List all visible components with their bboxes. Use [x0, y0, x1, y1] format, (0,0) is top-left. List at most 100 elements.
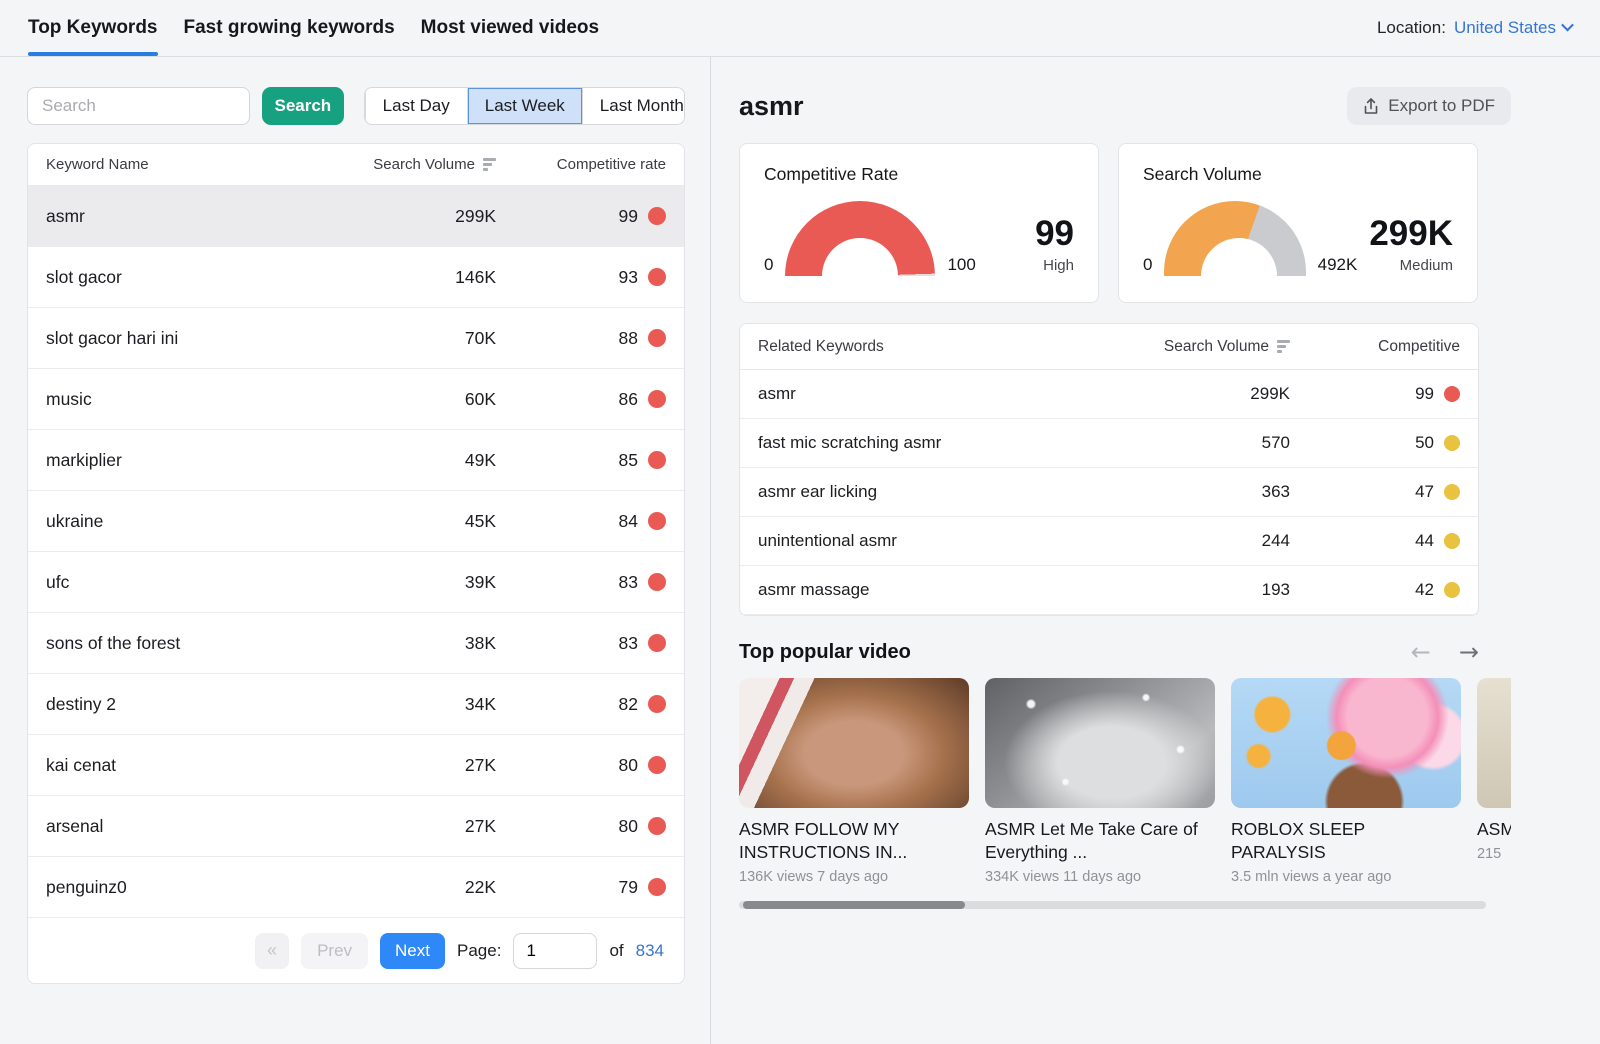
video-views: 3.5 mln views a year ago: [1231, 869, 1392, 885]
related-keyword-row[interactable]: asmr 299K 99: [740, 370, 1478, 419]
location-value[interactable]: United States: [1454, 18, 1574, 38]
table-header: Related Keywords Search Volume Competiti…: [740, 324, 1478, 370]
video-title: ASMR FOLLOW MY INSTRUCTIONS IN...: [739, 819, 908, 862]
top-popular-video-heading: Top popular video: [739, 640, 911, 663]
competitive-rate-dot: [1444, 435, 1460, 451]
search-volume-card: Search Volume 0 492K 299K Medium: [1118, 143, 1478, 303]
related-keyword-row[interactable]: asmr ear licking 363 47: [740, 468, 1478, 517]
top-keywords-table: Keyword Name Search Volume Competitive r…: [27, 143, 685, 984]
keyword-row[interactable]: kai cenat 27K 80: [28, 735, 684, 796]
related-keyword-row[interactable]: unintentional asmr 244 44: [740, 517, 1478, 566]
keyword-row[interactable]: slot gacor hari ini 70K 88: [28, 308, 684, 369]
video-thumbnail[interactable]: [985, 678, 1215, 808]
page-label: Page:: [457, 940, 502, 960]
competitive-rate-dot: [648, 634, 666, 652]
date-range-option[interactable]: Last Month: [581, 88, 684, 124]
first-page-button[interactable]: «: [255, 932, 290, 969]
location-label: Location:: [1376, 18, 1446, 37]
competitive-rate-dot: [648, 756, 666, 774]
gauge-min-label: 0: [764, 255, 774, 274]
date-range-option[interactable]: Last Day: [364, 88, 467, 124]
col-related-keywords: Related Keywords: [758, 337, 884, 355]
search-input[interactable]: [27, 87, 250, 125]
video-card[interactable]: ASMR FOLLOW MY INSTRUCTIONS IN... 136K v…: [739, 678, 969, 885]
date-range-segmented-control: Last Day Last Week Last Month: [363, 87, 685, 125]
carousel-scrollbar-thumb[interactable]: [743, 901, 965, 909]
gauge-min-label: 0: [1143, 255, 1153, 274]
keyword-detail-panel: asmr Export to PDF Competitive Rate 0 10…: [711, 57, 1600, 1044]
date-range-option[interactable]: Last Week: [466, 88, 582, 124]
video-views: 136K views 7 days ago: [739, 869, 889, 885]
video-card[interactable]: ASMR Let Me Take Care of Everything ... …: [985, 678, 1215, 885]
competitive-rate-dot: [648, 817, 666, 835]
video-thumbnail[interactable]: [1231, 678, 1461, 808]
carousel-scrollbar-track[interactable]: [739, 901, 1486, 909]
video-card[interactable]: ROBLOX SLEEP PARALYSIS 3.5 mln views a y…: [1231, 678, 1461, 885]
table-header: Keyword Name Search Volume Competitive r…: [28, 144, 684, 186]
competitive-rate-dot: [648, 268, 666, 286]
keyword-row[interactable]: asmr 299K 99: [28, 186, 684, 247]
keyword-row[interactable]: sons of the forest 38K 83: [28, 613, 684, 674]
competitive-rate-dot: [1444, 582, 1460, 598]
search-volume-gauge: [1164, 201, 1306, 276]
related-keyword-row[interactable]: asmr massage 193 42: [740, 566, 1478, 615]
page-number-input[interactable]: [513, 932, 598, 969]
col-search-volume: Search Volume: [1163, 337, 1269, 355]
competitive-rate-dot: [1444, 386, 1460, 402]
location-selector: Location: United States: [1376, 0, 1574, 56]
gauge-title: Competitive Rate: [764, 164, 899, 184]
competitive-rate-gauge: [785, 201, 936, 276]
competitive-rate-dot: [648, 329, 666, 347]
video-thumbnail[interactable]: [739, 678, 969, 808]
keyword-row[interactable]: destiny 2 34K 82: [28, 674, 684, 735]
col-search-volume: Search Volume: [373, 156, 475, 173]
video-card[interactable]: ASMR Gi 215: [1477, 678, 1511, 885]
sort-descending-icon[interactable]: [1277, 340, 1290, 353]
tab-list: Top Keywords Fast growing keywords Most …: [28, 0, 599, 56]
keyword-row[interactable]: music 60K 86: [28, 369, 684, 430]
sort-descending-icon[interactable]: [483, 158, 496, 171]
video-title: ASMR Let Me Take Care of Everything ...: [985, 819, 1198, 862]
keyword-row[interactable]: ufc 39K 83: [28, 552, 684, 613]
video-carousel: ASMR FOLLOW MY INSTRUCTIONS IN... 136K v…: [739, 678, 1511, 885]
filter-controls: Search Last Day Last Week Last Month: [27, 87, 685, 125]
keyword-row[interactable]: arsenal 27K 80: [28, 796, 684, 857]
next-page-button[interactable]: Next: [380, 932, 445, 969]
competitive-rate-dot: [648, 878, 666, 896]
tab[interactable]: Most viewed videos: [420, 17, 600, 38]
gauge-title: Search Volume: [1143, 164, 1262, 184]
keyword-row[interactable]: penguinz0 22K 79: [28, 857, 684, 918]
total-pages-link[interactable]: 834: [635, 940, 664, 960]
upload-icon: [1364, 97, 1378, 114]
carousel-prev-icon[interactable]: ←: [1410, 638, 1431, 666]
gauge-level: Medium: [1399, 257, 1453, 274]
tab[interactable]: Top Keywords: [28, 0, 158, 56]
pagination: « Prev Next Page: of 834: [28, 918, 684, 983]
search-button[interactable]: Search: [262, 87, 344, 125]
table-body: asmr 299K 99 fast mic scratching asmr 57…: [740, 370, 1478, 615]
competitive-rate-dot: [648, 695, 666, 713]
of-label: of: [609, 940, 624, 960]
carousel-next-icon[interactable]: →: [1458, 638, 1479, 666]
video-title: ASMR Gi: [1477, 819, 1511, 839]
gauge-max-label: 492K: [1317, 255, 1358, 274]
video-views: 334K views 11 days ago: [985, 869, 1142, 885]
competitive-rate-card: Competitive Rate 0 100 99 High: [739, 143, 1099, 303]
related-keyword-row[interactable]: fast mic scratching asmr 570 50: [740, 419, 1478, 468]
keyword-row[interactable]: markiplier 49K 85: [28, 430, 684, 491]
competitive-rate-dot: [648, 573, 666, 591]
keyword-row[interactable]: slot gacor 146K 93: [28, 247, 684, 308]
keyword-row[interactable]: ukraine 45K 84: [28, 491, 684, 552]
video-views: 215: [1477, 846, 1502, 862]
competitive-rate-dot: [648, 451, 666, 469]
video-thumbnail[interactable]: [1477, 678, 1511, 808]
competitive-rate-dot: [648, 207, 666, 225]
gauge-value: 99: [1035, 214, 1074, 253]
prev-page-button[interactable]: Prev: [301, 932, 369, 969]
top-navigation: Top Keywords Fast growing keywords Most …: [0, 0, 1600, 57]
competitive-rate-dot: [648, 512, 666, 530]
chevron-down-icon: [1561, 18, 1574, 31]
competitive-rate-dot: [648, 390, 666, 408]
export-to-pdf-button[interactable]: Export to PDF: [1347, 87, 1511, 125]
tab[interactable]: Fast growing keywords: [183, 17, 395, 38]
